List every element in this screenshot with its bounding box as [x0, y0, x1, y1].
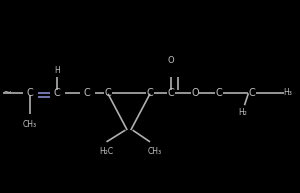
Text: C: C: [147, 88, 153, 98]
Text: C: C: [249, 88, 255, 98]
Text: C: C: [84, 88, 90, 98]
Text: CH₃: CH₃: [147, 147, 162, 156]
Text: H₂: H₂: [238, 108, 247, 117]
Text: CH₃: CH₃: [23, 120, 37, 129]
Text: H₂C: H₂C: [99, 147, 114, 156]
Text: C: C: [168, 88, 174, 98]
Text: H: H: [54, 66, 60, 75]
Text: ~: ~: [3, 88, 12, 98]
Text: O: O: [168, 56, 174, 65]
Text: C: C: [105, 88, 111, 98]
Text: C: C: [54, 88, 60, 98]
Text: O: O: [191, 88, 199, 98]
Text: C: C: [27, 88, 33, 98]
Text: C: C: [216, 88, 222, 98]
Text: H₃: H₃: [284, 88, 292, 97]
